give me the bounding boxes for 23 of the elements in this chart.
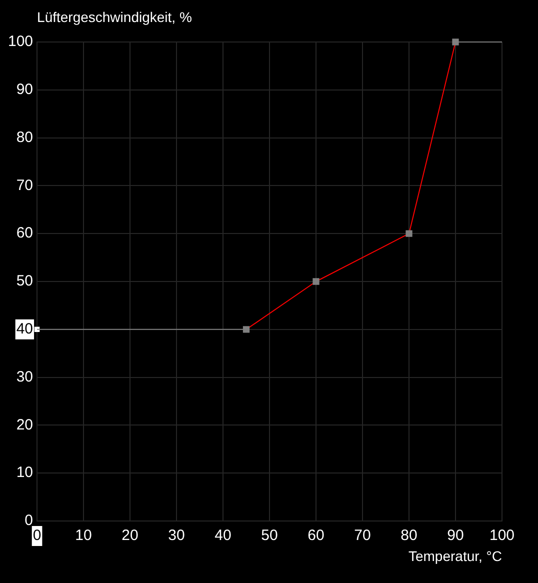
x-tick-label: 50 [261, 527, 278, 544]
x-tick-label: 80 [400, 527, 418, 544]
x-tick-label: 10 [75, 527, 92, 544]
y-tick-label: 30 [16, 368, 34, 386]
x-tick-label: 40 [214, 527, 232, 544]
y-tick-label: 100 [8, 33, 34, 50]
x-tick-label: 20 [122, 527, 138, 544]
x-tick-label: 100 [489, 527, 515, 544]
x-tick-label: 60 [308, 527, 324, 544]
y-tick-label: 10 [16, 464, 34, 482]
y-tick-label: 20 [16, 416, 34, 434]
y-tick-label: 50 [16, 272, 34, 290]
x-tick-label: 30 [168, 527, 185, 544]
chart-title: Lüftergeschwindigkeit, % [37, 9, 192, 25]
y-tick-label: 40 [16, 320, 34, 338]
y-tick-label: 90 [16, 81, 34, 98]
y-tick-label: 80 [16, 128, 34, 146]
x-tick-label: 70 [354, 527, 371, 544]
y-tick-label: 60 [16, 224, 34, 242]
x-axis-title: Temperatur, °C [408, 548, 502, 564]
x-tick-label: 90 [447, 527, 464, 544]
y-tick-label: 70 [16, 176, 34, 194]
y-tick-label: 0 [24, 512, 34, 530]
